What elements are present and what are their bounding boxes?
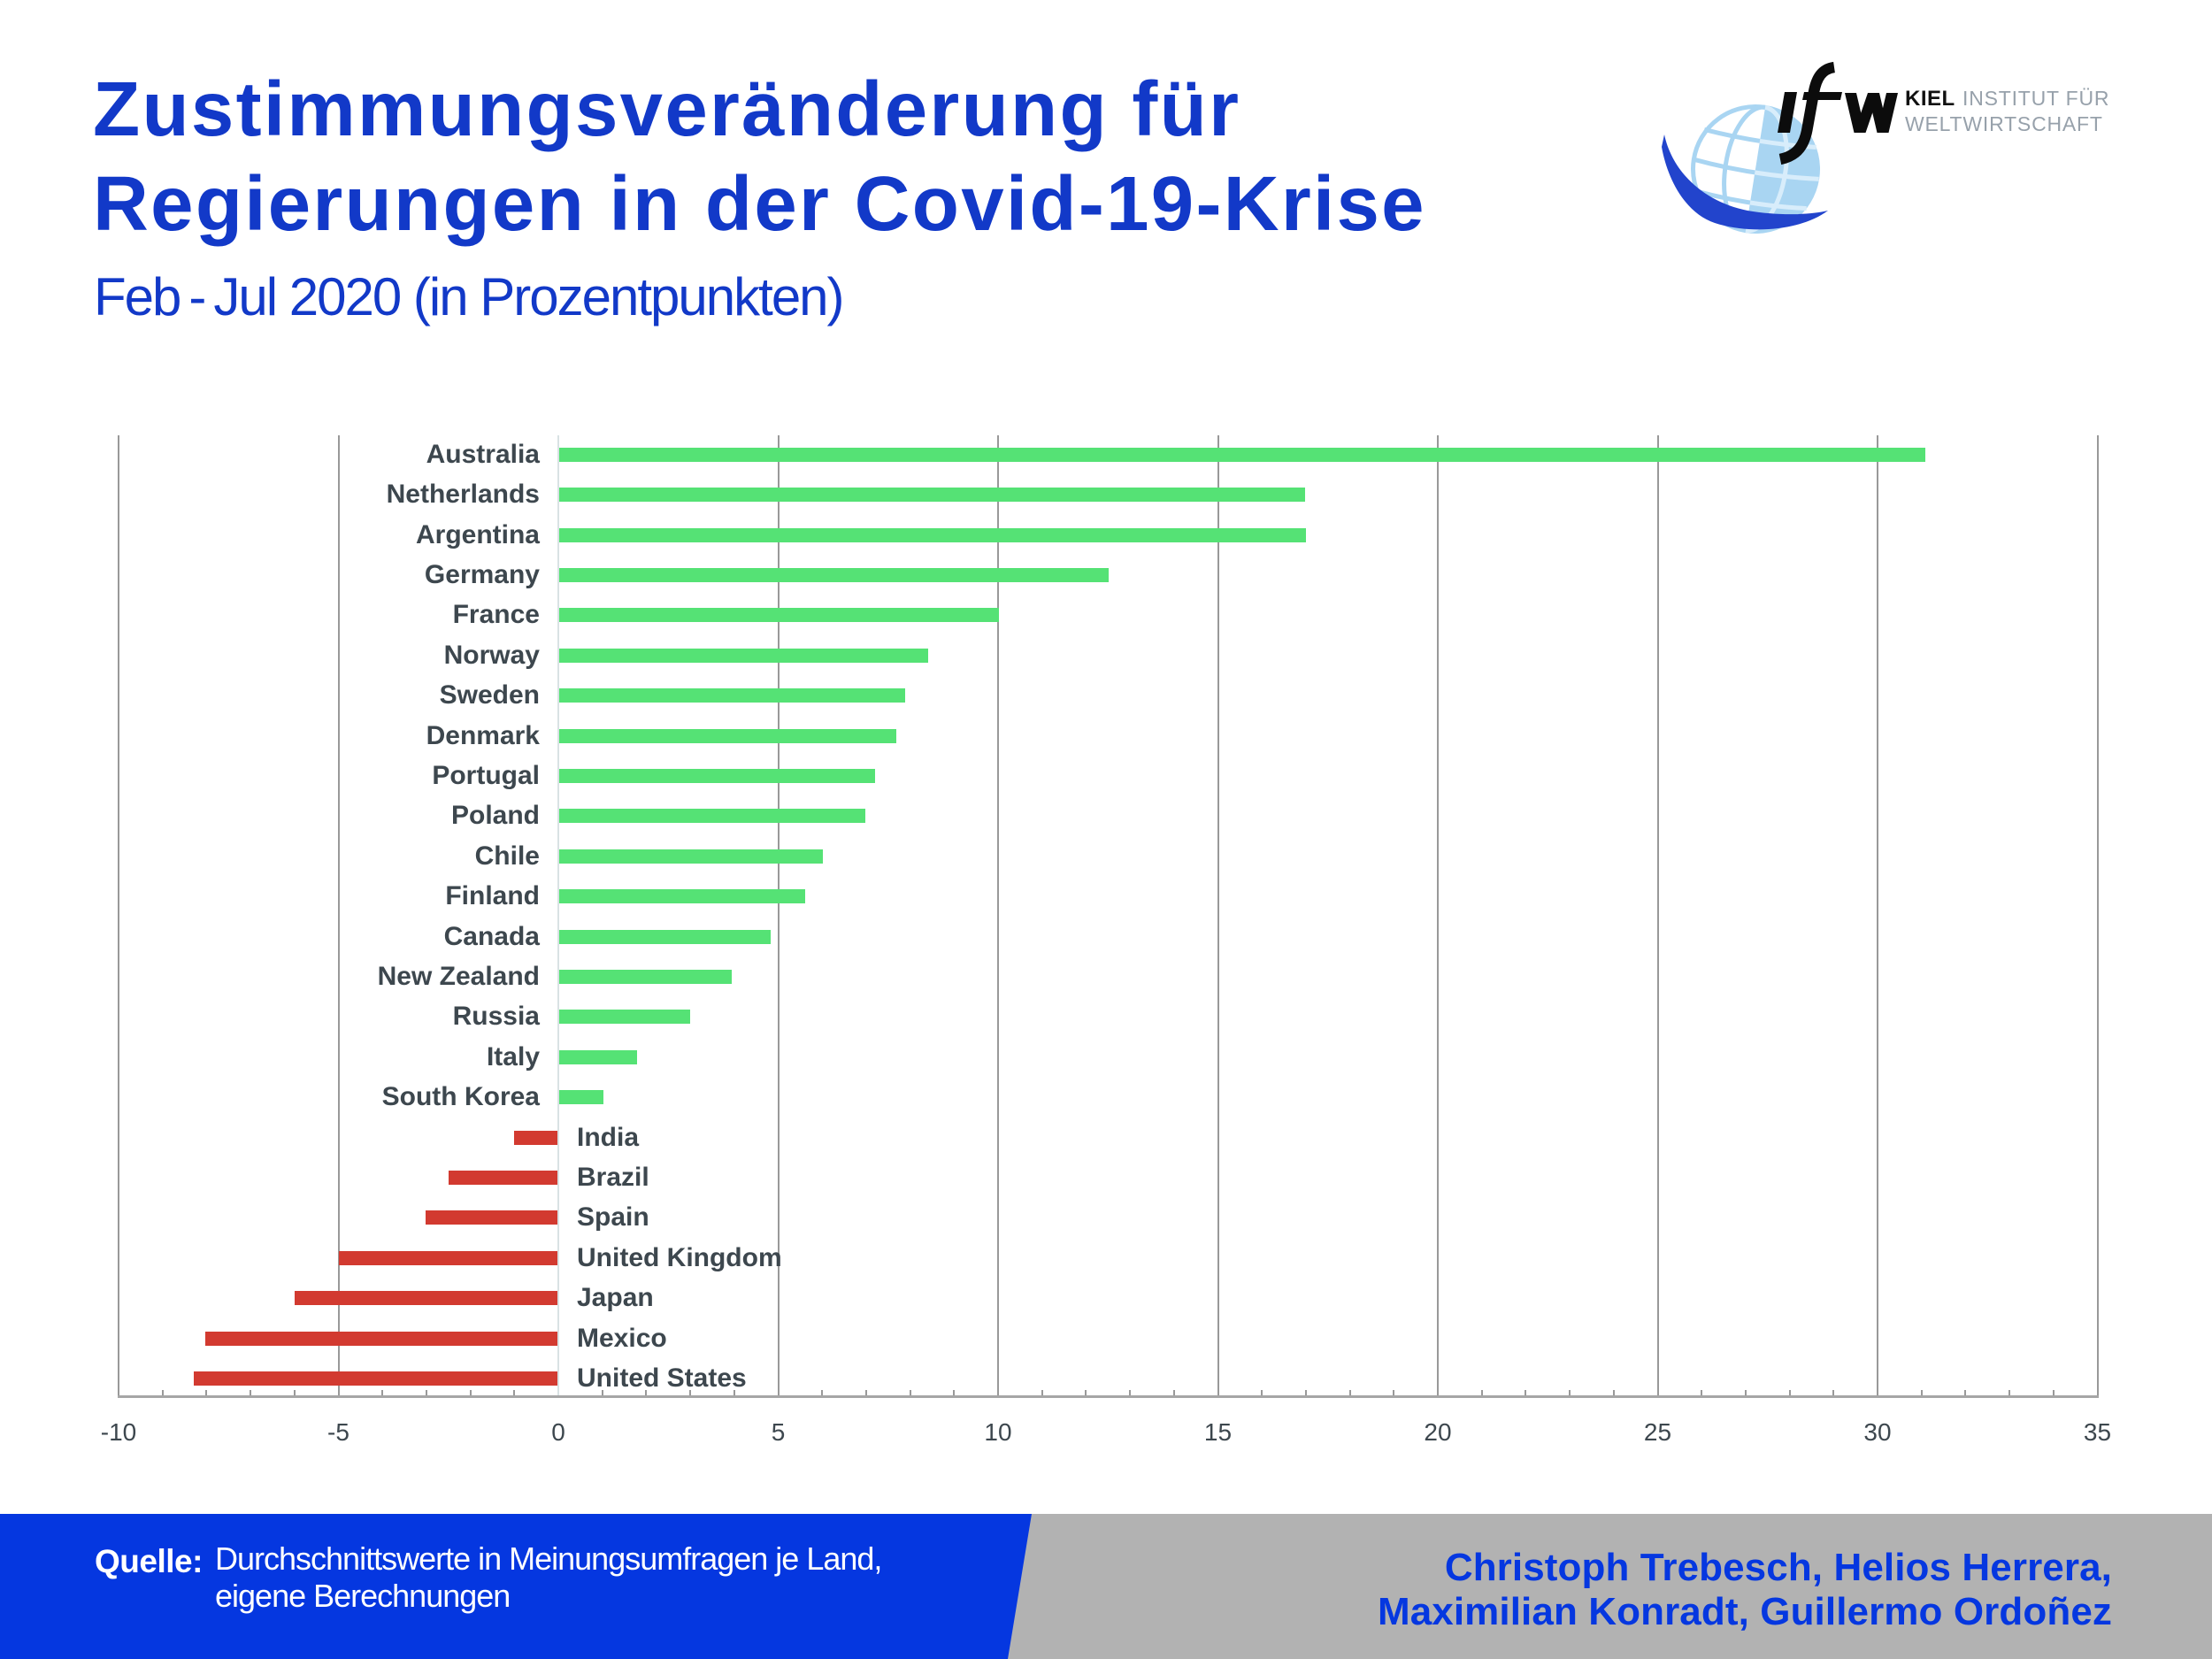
svg-text:INSTITUT FÜR: INSTITUT FÜR: [1962, 87, 2109, 110]
svg-text:WELTWIRTSCHAFT: WELTWIRTSCHAFT: [1905, 112, 2103, 135]
svg-text:KIEL: KIEL: [1905, 87, 1955, 111]
